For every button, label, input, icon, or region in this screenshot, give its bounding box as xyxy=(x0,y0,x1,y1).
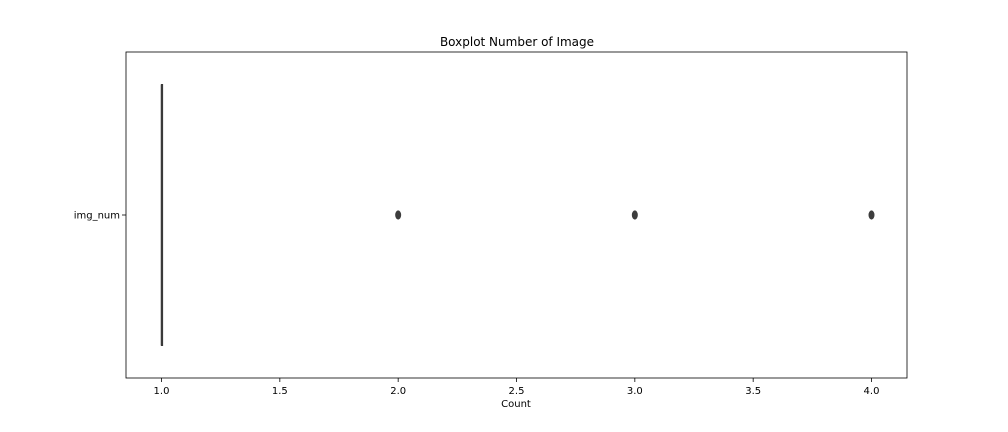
chart-title: Boxplot Number of Image xyxy=(440,35,594,49)
x-tick-label: 4.0 xyxy=(864,386,880,397)
x-axis-ticks: 1.0 1.5 2.0 2.5 3.0 3.5 4.0 xyxy=(154,378,880,397)
x-axis-label: Count xyxy=(501,399,531,410)
outlier-point xyxy=(631,210,638,220)
y-axis-ticks: img_num xyxy=(74,211,126,222)
boxes-layer xyxy=(160,83,875,346)
x-tick-label: 2.5 xyxy=(509,386,525,397)
x-tick-label: 1.5 xyxy=(272,386,288,397)
x-tick-label: 3.5 xyxy=(745,386,761,397)
x-tick-label: 3.0 xyxy=(627,386,643,397)
outlier-point xyxy=(868,210,875,220)
x-tick-label: 2.0 xyxy=(390,386,406,397)
x-tick-label: 1.0 xyxy=(154,386,170,397)
outlier-point xyxy=(395,210,402,220)
plot-frame xyxy=(125,51,908,379)
y-tick-label: img_num xyxy=(74,211,120,222)
